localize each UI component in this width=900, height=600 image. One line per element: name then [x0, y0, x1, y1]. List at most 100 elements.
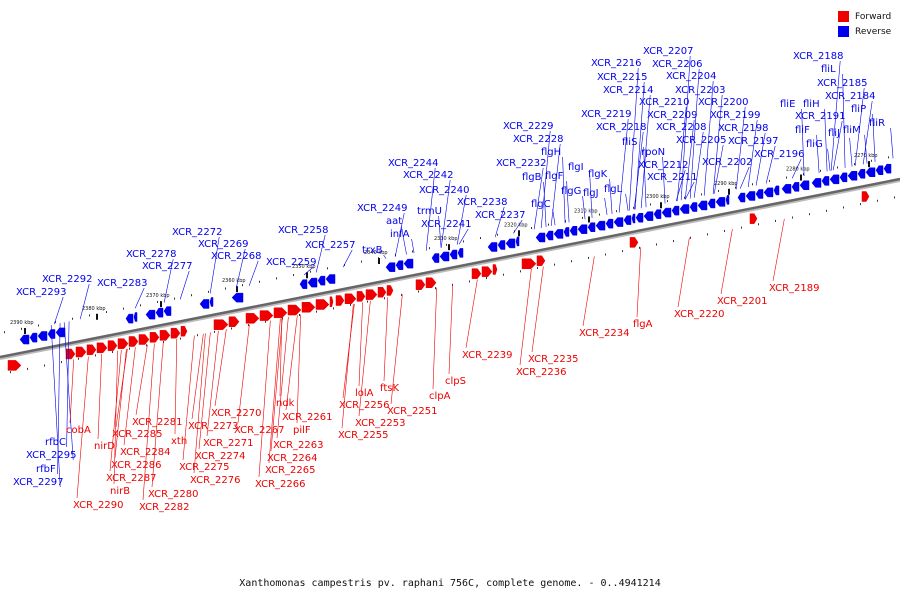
tick-label: 2370 kbp: [146, 293, 170, 299]
reverse-gene-label: fliE: [780, 99, 795, 110]
reverse-gene-arrow: [623, 215, 632, 225]
forward-gene-arrow: [180, 325, 188, 337]
reverse-gene-label: fliS: [622, 137, 637, 148]
forward-gene-arrow: [117, 338, 129, 349]
leader-line: [109, 349, 122, 472]
tick-dot: [55, 321, 56, 324]
label-leaders: [50, 55, 894, 501]
forward-gene-arrow: [377, 286, 387, 298]
legend-reverse-label: Reverse: [855, 26, 892, 37]
reverse-gene-arrow: [569, 226, 578, 236]
reverse-gene-arrow: [643, 211, 654, 221]
forward-gene-label: XCR_2189: [769, 283, 820, 294]
reverse-gene-label: XCR_2283: [97, 278, 148, 289]
leader-line: [618, 118, 629, 213]
reverse-gene-arrow: [553, 229, 564, 239]
leader-line: [53, 296, 64, 325]
tick-label: 2340 kbp: [364, 250, 388, 256]
reverse-gene-label: XCR_2244: [388, 158, 439, 169]
reverse-gene-label: XCR_2232: [496, 158, 547, 169]
forward-gene-label: XCR_2266: [255, 479, 306, 490]
reverse-gene-label: fliR: [869, 118, 885, 129]
leader-line: [394, 212, 405, 257]
leader-line: [440, 179, 451, 248]
leader-line: [824, 108, 828, 172]
tick-dot: [531, 226, 532, 229]
reverse-gene-arrow: [689, 202, 698, 212]
leader-line: [713, 144, 724, 194]
tick-dot: [248, 324, 249, 327]
leader-line: [115, 348, 128, 428]
tick-dot: [752, 183, 753, 186]
reverse-gene-label: XCR_2272: [172, 227, 223, 238]
tick-dot: [310, 270, 311, 273]
leader-line: [890, 127, 894, 159]
forward-gene-label: XCR_2267: [234, 425, 285, 436]
tick-dot: [38, 324, 39, 327]
tick-dot: [894, 196, 895, 199]
forward-gene-label: XCR_2256: [339, 400, 390, 411]
leader-line: [209, 236, 220, 294]
tick-dot: [208, 290, 209, 293]
tick-dot: [837, 166, 838, 169]
reverse-gene-label: XCR_2229: [503, 121, 554, 132]
leader-line: [179, 270, 190, 300]
forward-gene-label: cobA: [66, 425, 91, 436]
tick-dot: [605, 253, 606, 256]
leader-line: [123, 347, 136, 446]
reverse-gene-label: XCR_2295: [26, 450, 77, 461]
reverse-gene-label: infA: [390, 229, 410, 240]
reverse-gene-arrow: [515, 236, 520, 247]
tick-dot: [565, 220, 566, 223]
leader-line: [151, 341, 164, 488]
forward-gene-label: XCR_2270: [211, 408, 262, 419]
leader-line: [832, 120, 843, 171]
forward-gene-label: XCR_2235: [528, 354, 579, 365]
tick-dot: [724, 229, 725, 232]
reverse-gene-label: fliP: [851, 104, 866, 115]
reverse-gene-arrow: [875, 165, 884, 175]
leader-line: [676, 106, 687, 202]
leader-line: [191, 333, 204, 420]
forward-gene-arrow: [386, 285, 394, 296]
tick-marks: 2390 kbp 2380 kbp 2370 kbp 2360 kbp 2350 kbp…: [4, 153, 895, 374]
leader-line: [358, 302, 363, 387]
forward-gene-arrow: [315, 299, 330, 310]
leader-line: [494, 206, 505, 238]
forward-swatch: [838, 11, 849, 22]
leader-line: [285, 315, 298, 411]
forward-gene-arrow: [75, 346, 87, 358]
forward-gene-label: XCR_2271: [203, 438, 254, 449]
leader-line: [830, 60, 841, 171]
reverse-gene-arrow: [829, 174, 840, 185]
reverse-gene-label: fliJ: [828, 128, 840, 139]
forward-gene-label: nirB: [110, 486, 130, 497]
tick-dot: [497, 233, 498, 236]
forward-gene-arrow: [159, 330, 171, 341]
reverse-gene-arrow: [431, 253, 440, 263]
tick-dot: [180, 337, 181, 340]
leader-line: [69, 359, 74, 424]
reverse-gene-label: XCR_2191: [795, 111, 846, 122]
forward-gene-arrow: [365, 289, 378, 300]
forward-gene-arrow: [149, 332, 160, 343]
tick-dot: [367, 300, 368, 303]
leader-line: [643, 146, 647, 208]
reverse-gene-label: fliM: [843, 125, 861, 136]
leader-line: [465, 279, 478, 349]
reverse-gene-label: flgL: [604, 184, 623, 195]
reverse-gene-label: XCR_2197: [728, 136, 779, 147]
leader-line: [747, 119, 758, 188]
forward-gene-arrow: [287, 304, 302, 316]
tick-major: [518, 230, 520, 237]
reverse-gene-label: XCR_2203: [675, 85, 726, 96]
leader-line: [604, 197, 608, 215]
forward-gene-arrow: [536, 255, 546, 267]
reverse-gene-arrow: [125, 313, 134, 324]
forward-gene-arrow: [273, 307, 288, 319]
reverse-gene-label: XCR_2204: [666, 71, 717, 82]
reverse-gene-label: trmU: [417, 206, 442, 217]
tick-dot: [803, 173, 804, 176]
leader-line: [303, 266, 314, 276]
reverse-gene-label: flgC: [531, 199, 551, 210]
